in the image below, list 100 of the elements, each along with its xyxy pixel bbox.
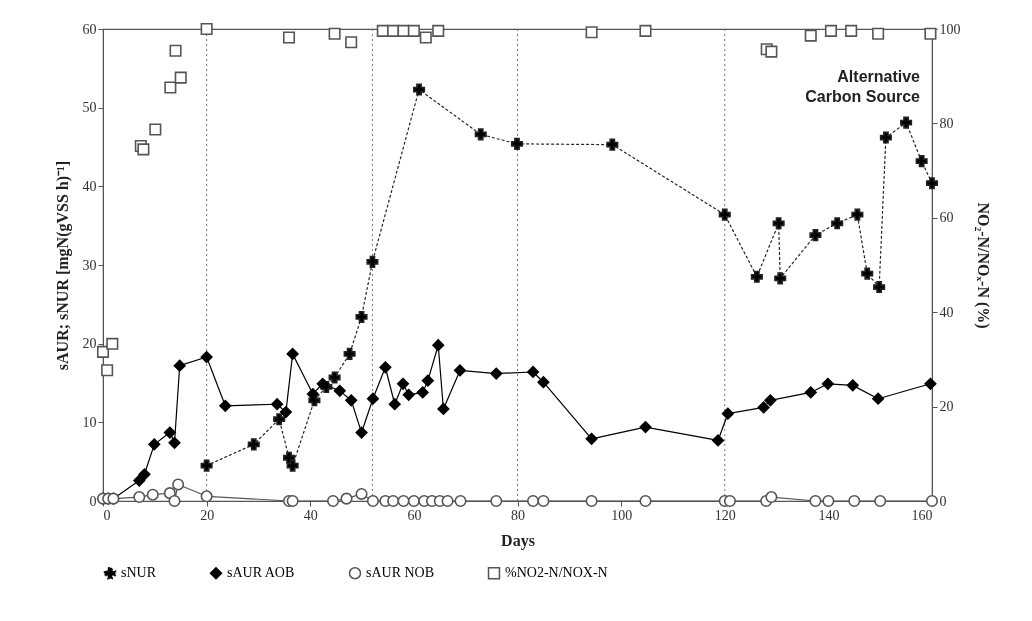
point bbox=[765, 491, 778, 504]
y-axis-title: sAUR; sNUR [mgN(gVSS h)⁻¹] bbox=[53, 160, 72, 371]
point bbox=[851, 208, 864, 221]
point bbox=[345, 394, 358, 407]
point bbox=[316, 377, 329, 390]
point bbox=[721, 407, 734, 420]
point bbox=[510, 137, 524, 150]
point bbox=[328, 27, 341, 40]
point bbox=[387, 494, 400, 508]
point bbox=[174, 71, 187, 84]
point bbox=[774, 272, 787, 285]
x-tick-label: 80 bbox=[511, 507, 525, 523]
point bbox=[879, 131, 892, 144]
point bbox=[723, 494, 736, 508]
point bbox=[407, 494, 420, 508]
point bbox=[821, 377, 834, 390]
point bbox=[286, 494, 299, 508]
point bbox=[148, 438, 161, 451]
point bbox=[872, 392, 885, 405]
point bbox=[149, 123, 162, 136]
point bbox=[454, 494, 467, 508]
y-tick-label: 40 bbox=[82, 178, 97, 194]
x-tick-label: 120 bbox=[714, 507, 736, 523]
y-tick-label: 10 bbox=[82, 414, 97, 430]
point bbox=[804, 29, 817, 42]
point bbox=[924, 27, 937, 40]
point bbox=[490, 367, 503, 380]
point bbox=[366, 255, 379, 268]
legend-label: %NO2-N/NOX-N bbox=[505, 565, 608, 581]
point bbox=[606, 138, 619, 151]
point bbox=[711, 434, 725, 447]
point bbox=[831, 217, 844, 230]
point bbox=[168, 494, 181, 508]
point bbox=[328, 371, 341, 384]
point bbox=[585, 494, 598, 508]
point bbox=[279, 406, 292, 419]
point bbox=[809, 229, 822, 242]
point bbox=[396, 377, 410, 390]
point bbox=[537, 376, 550, 389]
y-tick-label: 30 bbox=[82, 257, 97, 273]
point bbox=[138, 468, 151, 481]
point bbox=[173, 359, 186, 372]
point bbox=[718, 208, 731, 221]
x-tick-label: 0 bbox=[103, 507, 111, 523]
y-tick-label: 60 bbox=[82, 21, 97, 37]
point bbox=[345, 36, 358, 49]
point bbox=[355, 487, 368, 500]
point bbox=[765, 45, 778, 58]
point bbox=[101, 364, 114, 377]
point bbox=[286, 459, 299, 472]
point bbox=[200, 490, 213, 503]
point bbox=[537, 494, 550, 508]
point bbox=[416, 386, 429, 399]
point bbox=[822, 494, 835, 508]
point bbox=[872, 27, 885, 40]
point bbox=[164, 81, 177, 94]
point bbox=[200, 22, 213, 36]
point bbox=[639, 421, 652, 434]
point bbox=[750, 270, 763, 283]
point bbox=[366, 494, 379, 508]
point bbox=[327, 494, 340, 508]
point bbox=[133, 491, 146, 504]
point bbox=[845, 24, 858, 37]
point bbox=[915, 155, 928, 168]
y-tick-label: 50 bbox=[82, 100, 97, 116]
y2-tick-label: 0 bbox=[939, 493, 947, 509]
point bbox=[413, 83, 426, 96]
point bbox=[163, 426, 176, 439]
point bbox=[200, 459, 213, 472]
y2-tick-label: 80 bbox=[939, 115, 954, 131]
legend-label: sNUR bbox=[121, 565, 157, 581]
point bbox=[772, 217, 785, 230]
point bbox=[421, 374, 434, 387]
point bbox=[379, 361, 392, 374]
y2-tick-label: 60 bbox=[939, 210, 954, 226]
x-tick-label: 40 bbox=[303, 507, 318, 523]
point bbox=[527, 494, 540, 508]
point bbox=[397, 494, 410, 508]
point bbox=[432, 339, 445, 352]
point bbox=[848, 494, 861, 508]
point bbox=[490, 494, 503, 508]
point bbox=[441, 494, 454, 508]
point bbox=[527, 365, 540, 379]
point bbox=[96, 345, 110, 358]
point bbox=[402, 388, 415, 401]
point bbox=[388, 398, 401, 411]
point bbox=[282, 451, 296, 464]
point bbox=[925, 494, 939, 508]
legend-label: sAUR AOB bbox=[227, 565, 295, 581]
legend-label: sAUR NOB bbox=[366, 565, 435, 581]
x-tick-label: 60 bbox=[407, 507, 422, 523]
point bbox=[861, 267, 874, 280]
point bbox=[282, 31, 296, 44]
x-axis-title: Days bbox=[501, 531, 535, 550]
point bbox=[169, 44, 182, 57]
point bbox=[804, 386, 817, 399]
x-tick-label: 20 bbox=[200, 507, 215, 523]
point bbox=[146, 488, 159, 501]
point bbox=[924, 377, 937, 390]
point bbox=[474, 128, 487, 141]
